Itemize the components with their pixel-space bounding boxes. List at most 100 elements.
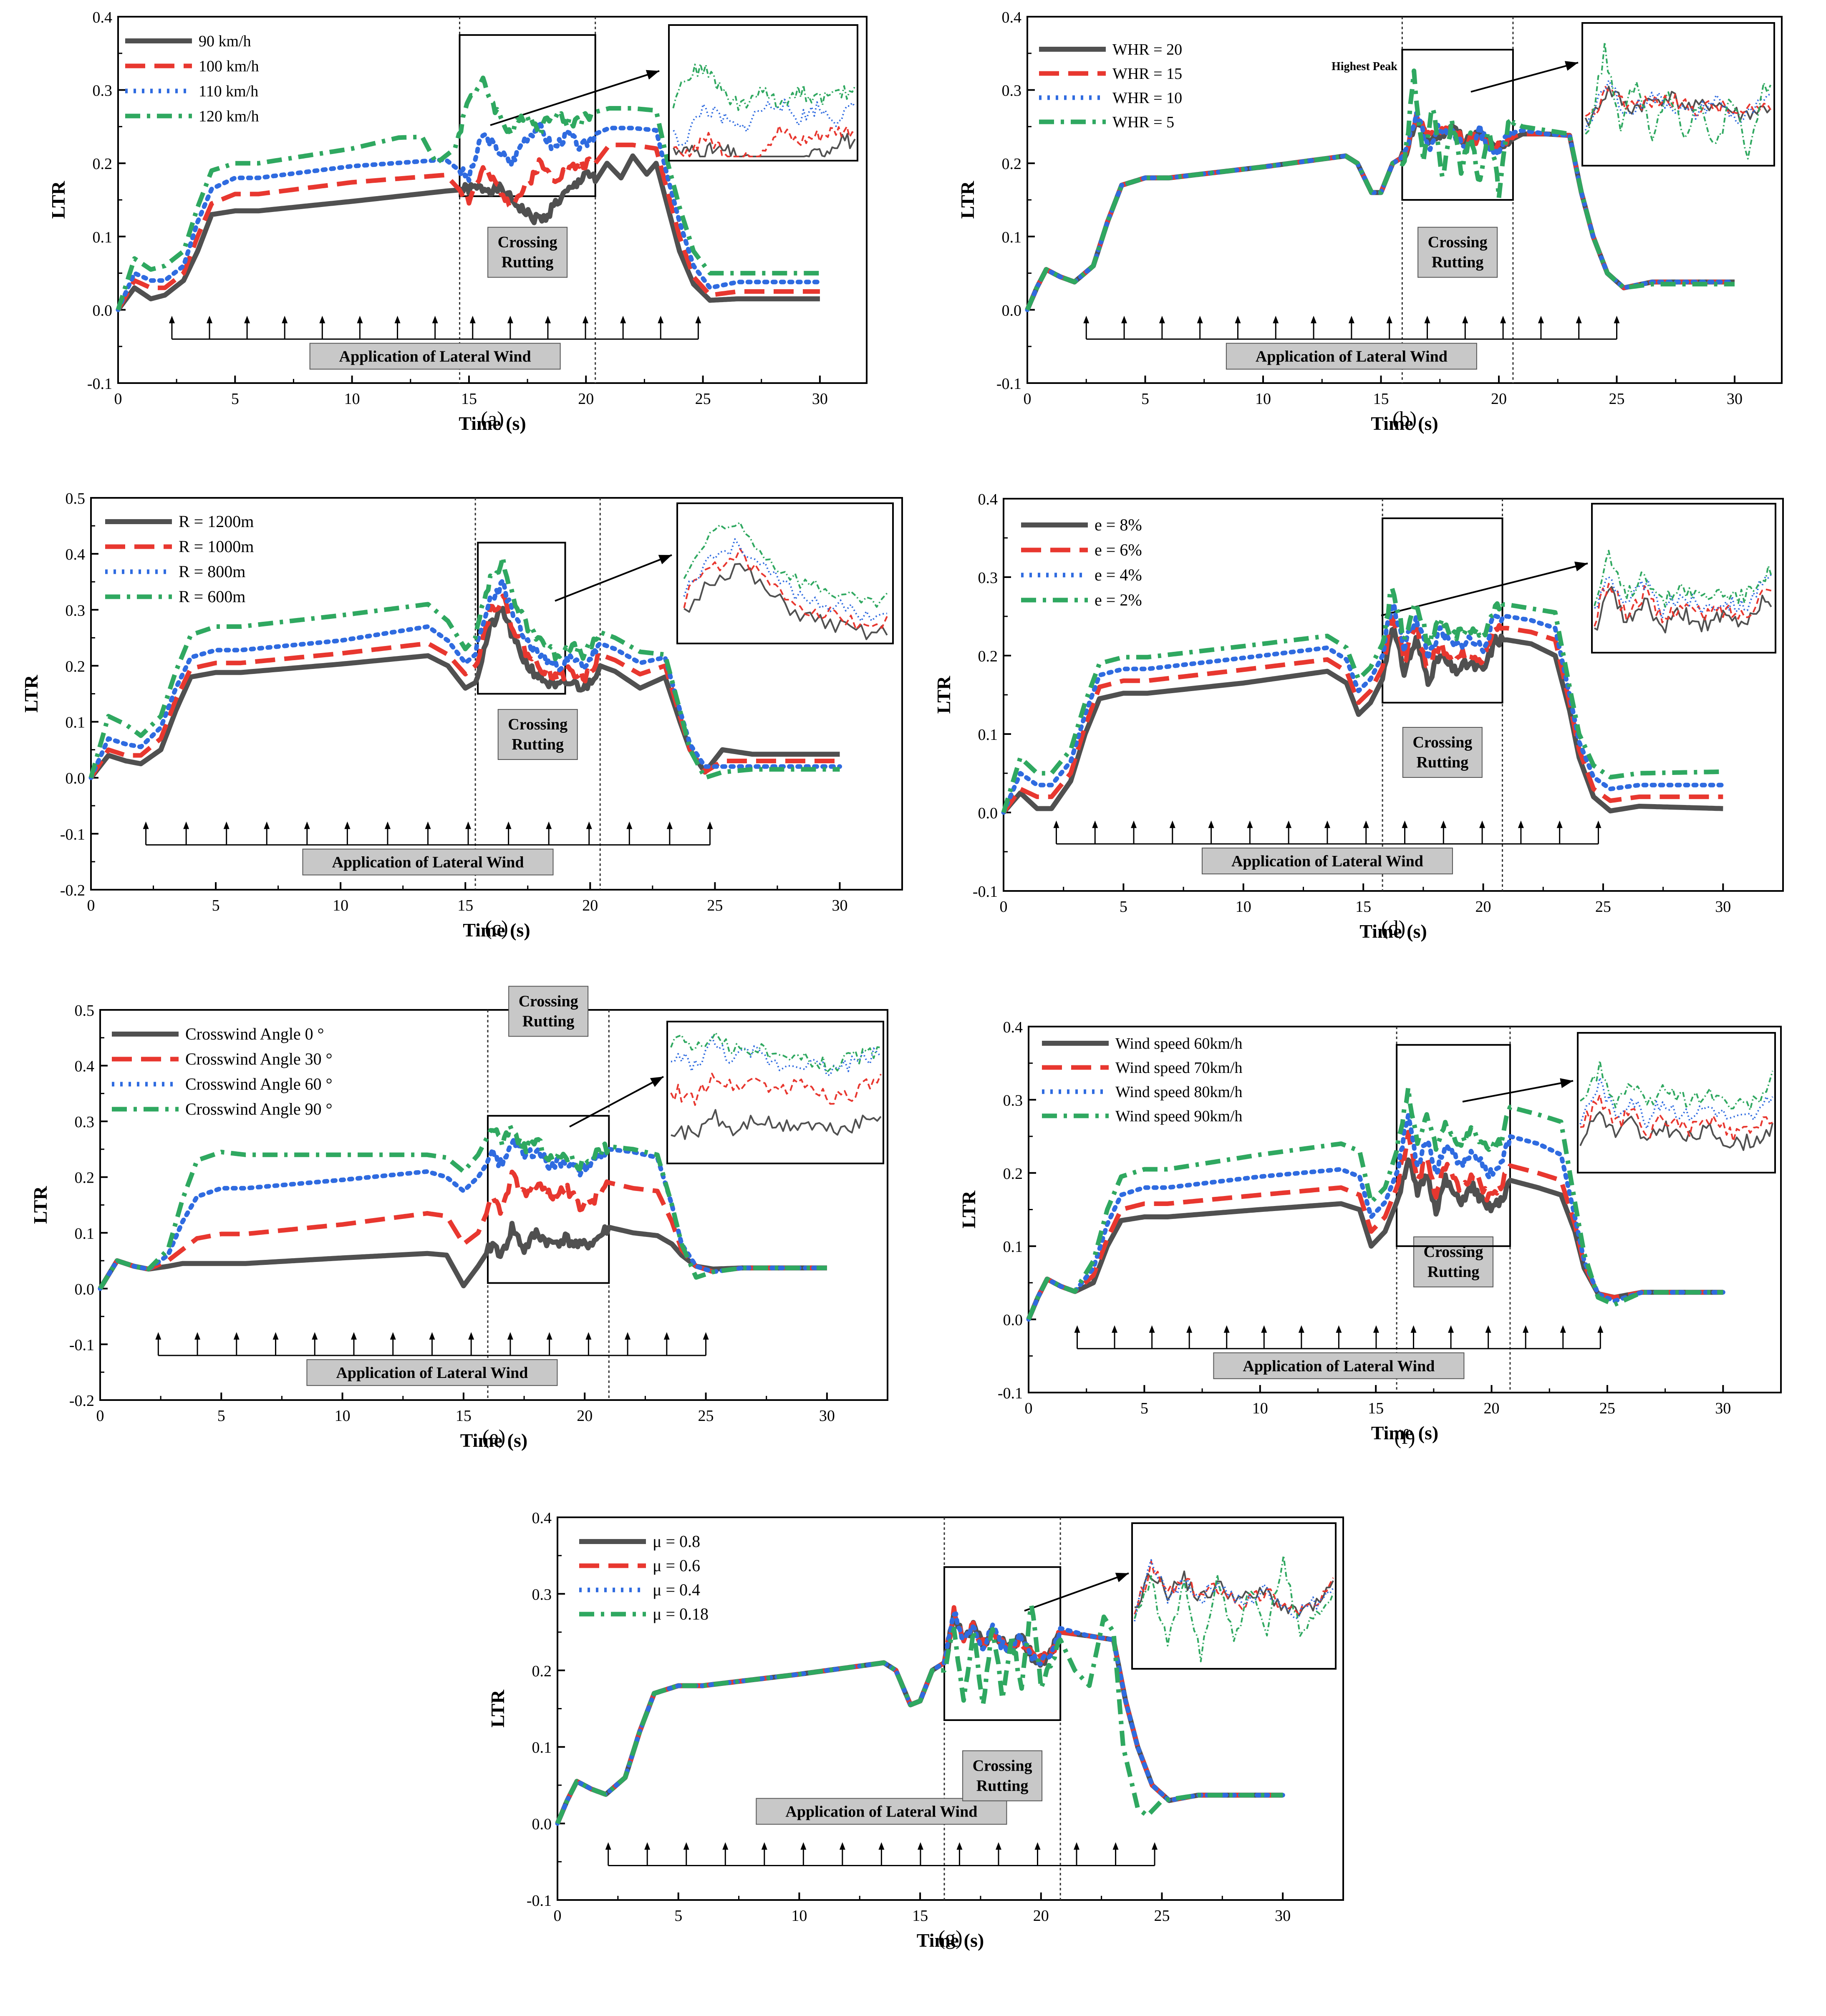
- zoom-inset-box: [1577, 1032, 1776, 1173]
- y-axis-label: LTR: [487, 1690, 508, 1728]
- zoom-arrow: [490, 70, 660, 126]
- zoom-arrow: [555, 554, 672, 602]
- wind-arrow-head: [507, 1332, 513, 1340]
- wind-arrow-head: [319, 315, 325, 323]
- wind-arrow-head: [917, 1842, 923, 1850]
- wind-arrow-head: [1121, 315, 1127, 323]
- wind-arrow-head: [545, 315, 551, 323]
- y-tick-label: 0.2: [1002, 155, 1022, 173]
- wind-arrow-head: [1112, 1842, 1119, 1850]
- wind-arrow-head: [546, 1332, 552, 1340]
- x-tick-label: 25: [695, 390, 711, 408]
- legend-label: 90 km/h: [199, 33, 251, 50]
- legend-label: WHR = 5: [1112, 114, 1174, 131]
- legend-label: Wind speed 90km/h: [1115, 1108, 1243, 1125]
- inset-series-line-2: [670, 1072, 882, 1106]
- x-axis-label: Time (s): [1371, 1422, 1438, 1443]
- y-axis-label: LTR: [957, 181, 978, 219]
- y-tick-label: 0.1: [978, 726, 998, 744]
- y-tick-label: 0.3: [75, 1113, 95, 1131]
- wind-arrow-head: [1614, 315, 1620, 323]
- series-line-1: [89, 606, 840, 780]
- wind-arrow-head: [344, 821, 351, 829]
- y-tick-label: 0.4: [75, 1058, 95, 1075]
- series-line-4: [1026, 1085, 1724, 1320]
- rutting-label-line-2: Rutting: [1428, 1263, 1480, 1281]
- series-line-4: [1001, 586, 1723, 813]
- wind-arrow-head: [469, 315, 476, 323]
- legend-label: e = 4%: [1095, 565, 1142, 584]
- zoom-arrow-head: [1560, 1078, 1573, 1088]
- y-tick-label: 0.4: [1002, 9, 1022, 26]
- y-tick-label: 0.1: [75, 1225, 95, 1242]
- zoom-region-box: [459, 34, 596, 197]
- wind-arrow-head: [264, 821, 270, 829]
- y-tick-label: 0.4: [1003, 1019, 1023, 1036]
- y-tick-label: -0.2: [60, 882, 85, 899]
- wind-arrow-head: [1131, 820, 1137, 828]
- legend-label: R = 1200m: [179, 512, 254, 531]
- wind-arrow-head: [432, 315, 438, 323]
- inset-series-line-3: [1134, 1559, 1334, 1622]
- wind-arrow-head: [1092, 820, 1098, 828]
- series-line-4: [98, 1123, 827, 1290]
- wind-arrow-head: [1440, 820, 1447, 828]
- y-tick-label: 0.4: [978, 491, 998, 508]
- inset-series-line-4: [672, 63, 856, 111]
- y-tick-label: 0.2: [75, 1169, 95, 1187]
- y-tick-label: 0.3: [532, 1586, 552, 1603]
- x-tick-label: 0: [1000, 898, 1008, 916]
- wind-arrow-head: [351, 1332, 357, 1340]
- inset-series-line-4: [1134, 1554, 1334, 1663]
- y-axis-label: LTR: [48, 181, 69, 219]
- legend-label: Crosswind Angle 0 °: [185, 1024, 324, 1043]
- wind-arrow-head: [223, 821, 230, 829]
- y-tick-label: 0.3: [1002, 82, 1022, 100]
- x-tick-label: 20: [578, 390, 594, 408]
- legend-label: Crosswind Angle 30 °: [185, 1050, 333, 1068]
- y-tick-label: 0.0: [93, 302, 113, 319]
- wind-arrow-head: [1197, 315, 1203, 323]
- inset-series-line-1: [673, 133, 856, 157]
- wind-arrow-head: [425, 821, 431, 829]
- x-tick-label: 5: [212, 897, 220, 914]
- wind-arrow-head: [1462, 315, 1468, 323]
- zoom-arrow-head: [650, 1077, 663, 1087]
- inset-series-line-4: [1585, 41, 1772, 160]
- panel-caption: (g): [938, 1926, 962, 1949]
- wind-label: Application of Lateral Wind: [785, 1803, 977, 1821]
- wind-arrow-head: [1363, 820, 1369, 828]
- wind-arrow-head: [1523, 1325, 1529, 1333]
- wind-arrow-head: [1556, 820, 1563, 828]
- wind-arrow-head: [1083, 315, 1090, 323]
- series-line-3: [1001, 602, 1725, 815]
- wind-arrow-head: [468, 1332, 474, 1340]
- wind-arrow-head: [429, 1332, 435, 1340]
- rutting-label-line-1: Crossing: [508, 716, 567, 733]
- series-line-2: [1001, 615, 1723, 814]
- y-tick-label: 0.2: [1003, 1165, 1023, 1183]
- y-tick-label: 0.4: [532, 1509, 552, 1527]
- wind-arrow-head: [1152, 1842, 1158, 1850]
- inset-series-line-4: [683, 522, 888, 608]
- inset-series-line-1: [1579, 1111, 1773, 1151]
- x-tick-label: 20: [1033, 1907, 1049, 1925]
- series-line-1: [116, 153, 821, 311]
- y-tick-label: 0.1: [1002, 229, 1022, 246]
- wind-arrow-head: [1324, 820, 1330, 828]
- y-tick-label: 0.4: [93, 9, 113, 26]
- y-tick-label: -0.1: [527, 1892, 552, 1910]
- x-axis-label: Time (s): [459, 413, 526, 434]
- legend-label: WHR = 15: [1112, 65, 1182, 83]
- y-tick-label: 0.2: [93, 155, 113, 173]
- x-tick-label: 5: [1141, 390, 1149, 408]
- legend-label: e = 2%: [1095, 590, 1142, 609]
- wind-arrow-head: [304, 821, 310, 829]
- wind-arrow-head: [683, 1842, 689, 1850]
- x-axis-label: Time (s): [1371, 413, 1438, 434]
- x-axis-label: Time (s): [1359, 921, 1427, 942]
- series-line-3: [98, 1137, 830, 1291]
- panel-caption: (b): [1392, 407, 1417, 430]
- y-tick-label: 0.2: [66, 658, 86, 675]
